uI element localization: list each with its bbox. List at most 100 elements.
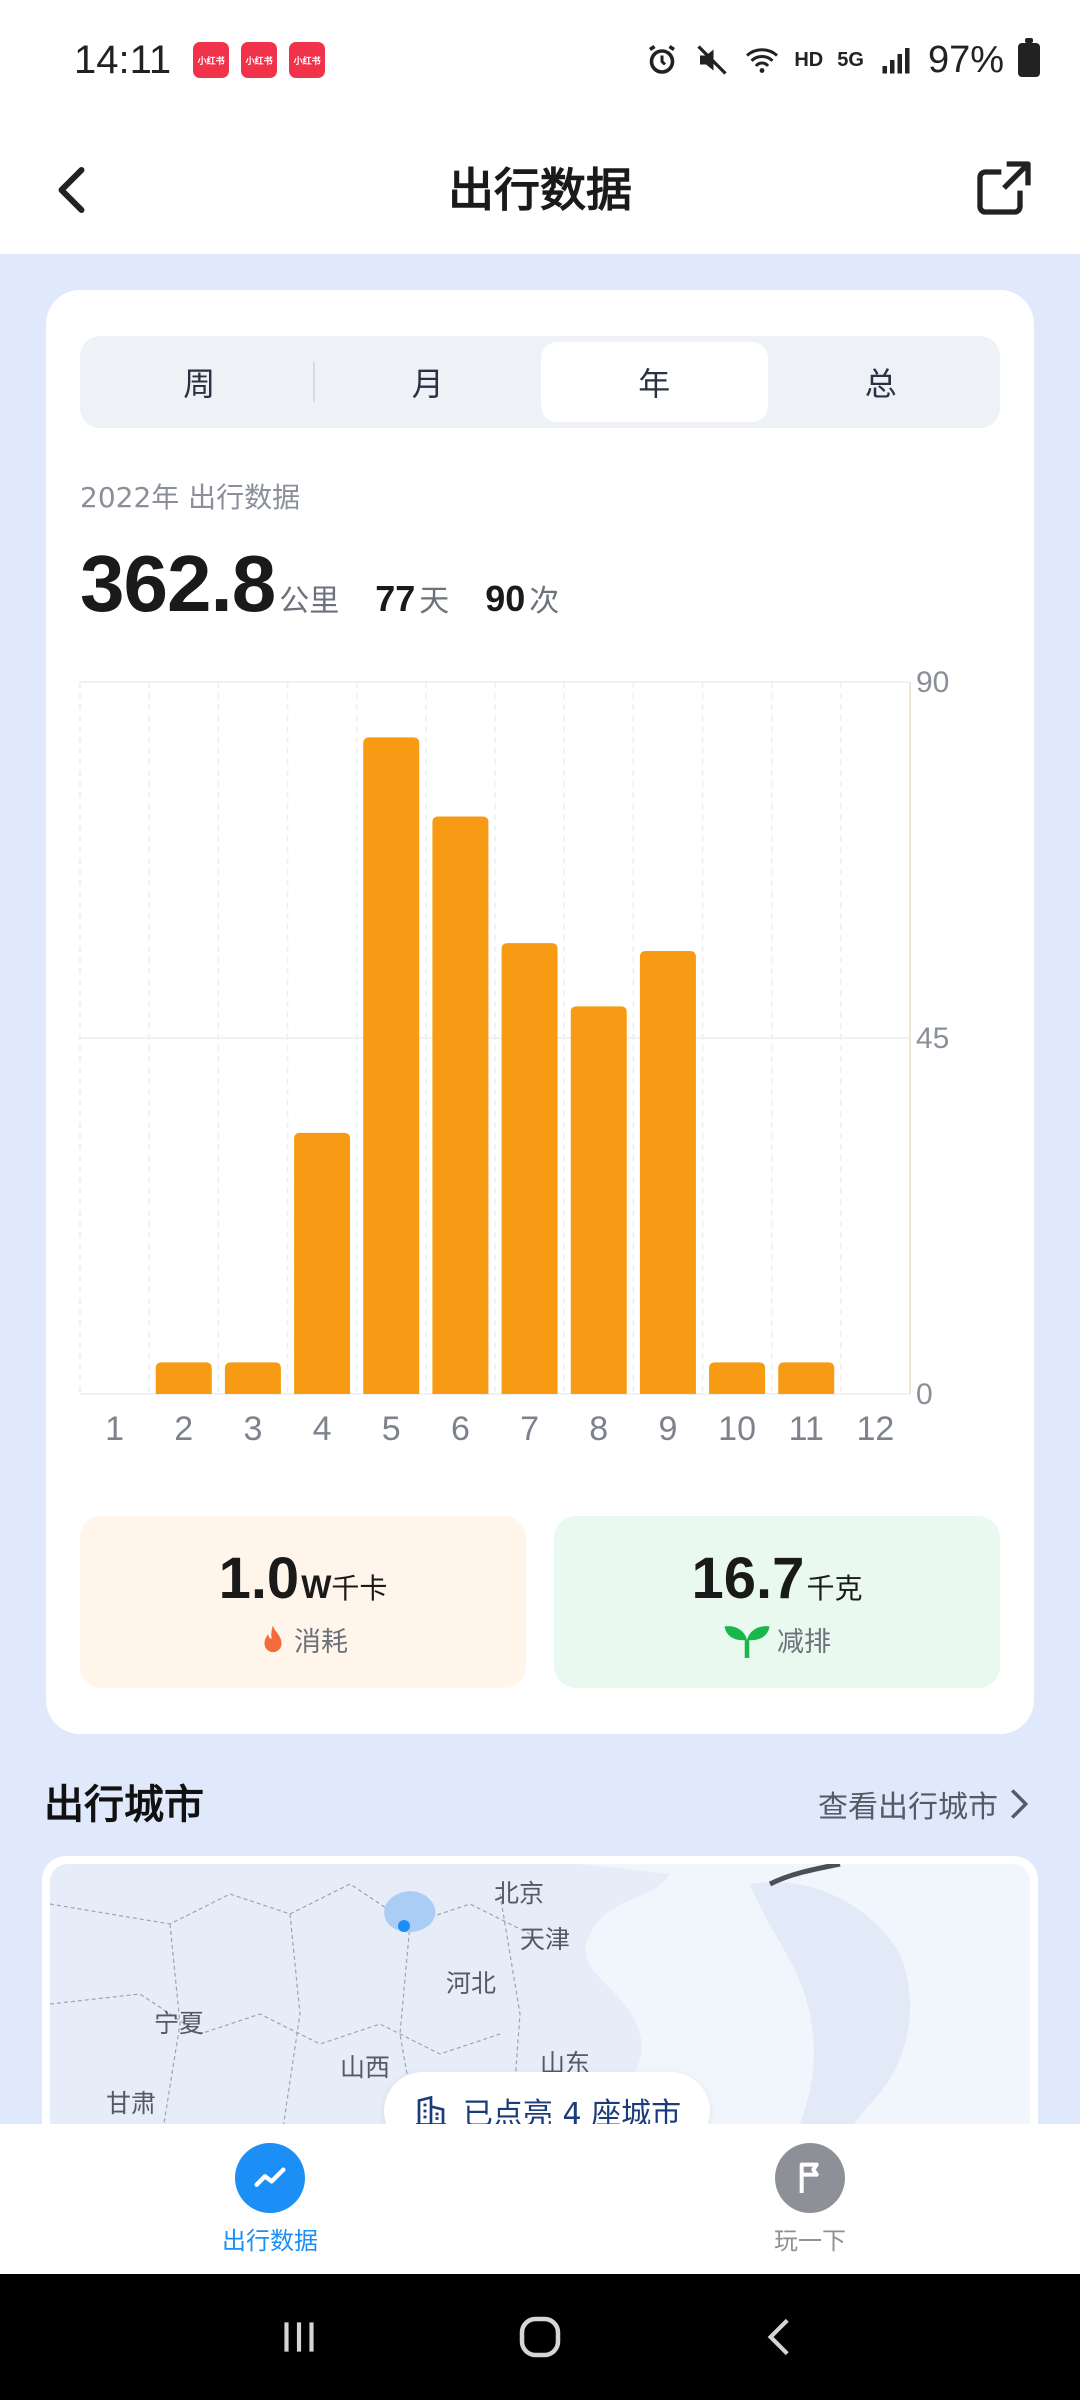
home-icon[interactable] [513,2310,567,2364]
flag-icon [775,2142,845,2213]
map-label-gansu: 甘肃 [106,2089,157,2118]
battery-icon [1018,38,1040,77]
system-back-icon[interactable] [756,2312,806,2362]
xiaohongshu-icon: 小红书 [241,42,278,78]
trips-value: 90 [485,578,526,619]
x-tick-label: 6 [451,1410,470,1448]
bar-month-5[interactable] [363,737,420,1394]
tab-label: 月 [411,365,444,403]
trend-icon [235,2142,305,2213]
distance-value: 362.8 [80,539,276,628]
map-label-beijing: 北京 [494,1879,545,1908]
tab-month[interactable]: 月 [315,342,542,422]
nav-travel-data[interactable]: 出行数据 [0,2124,540,2274]
hd-indicator: HD [794,48,824,71]
notification-icons: 小红书 小红书 小红书 [193,42,326,78]
tab-week[interactable]: 周 [86,342,313,422]
xiaohongshu-icon: 小红书 [193,42,230,78]
calories-unit: W千卡 [301,1567,387,1607]
x-tick-label: 12 [857,1410,895,1448]
nav-play[interactable]: 玩一下 [540,2124,1080,2274]
status-time: 14:11 [74,37,172,82]
wifi-icon [746,48,779,73]
bar-month-4[interactable] [294,1132,351,1394]
x-tick-label: 7 [520,1410,539,1448]
x-tick-label: 3 [243,1410,262,1448]
map-label-shanxi: 山西 [340,2053,391,2082]
battery-percent: 97% [927,38,1004,81]
signal-icon [882,48,910,74]
alarm-icon [649,45,676,74]
bar-month-6[interactable] [432,816,489,1394]
bar-month-11[interactable] [778,1362,835,1394]
days-unit: 天 [419,584,450,619]
back-icon[interactable] [44,160,104,220]
calories-value: 1.0 [218,1546,300,1611]
x-tick-label: 1 [105,1410,124,1448]
x-tick-label: 8 [589,1410,608,1448]
tab-label: 周 [183,365,216,403]
bar-month-10[interactable] [709,1362,766,1394]
map-label-hebei: 河北 [446,1969,497,1998]
x-tick-label: 4 [313,1410,332,1448]
trips-unit: 次 [529,584,560,619]
calories-card: 1.0 W千卡 消耗 [80,1516,526,1688]
summary-subtitle: 2022年 出行数据 [80,481,301,514]
monthly-bar-chart: 90 45 0 1 2 3 4 5 6 7 8 9 10 11 12 [79,666,1030,1462]
y-tick-label: 0 [916,1378,933,1411]
travel-data-card: 周 月 年 总 2022年 出行数据 362.8 公里 77 天 90 次 90… [46,290,1034,1734]
bar-month-2[interactable] [155,1362,212,1394]
x-tick-label: 5 [382,1410,401,1448]
map-label-tianjin: 天津 [520,1925,571,1954]
cities-map-card[interactable]: 北京 天津 河北 宁夏 山西 山东 甘肃 已点亮 4 座城市 [42,1856,1038,2156]
recent-apps-icon[interactable] [274,2312,324,2362]
bar-month-9[interactable] [639,950,696,1394]
map-label-ningxia: 宁夏 [154,2009,205,2038]
calories-unit-prefix: W [301,1569,332,1605]
emission-label: 减排 [777,1627,831,1658]
distance-unit: 公里 [279,584,340,619]
chevron-right-icon [1010,1789,1029,1819]
x-tick-label: 2 [174,1410,193,1448]
bar-month-8[interactable] [570,1006,627,1394]
y-tick-label: 45 [916,1022,949,1055]
bar-month-3[interactable] [224,1362,281,1394]
emission-unit: 千克 [806,1572,863,1605]
tab-total[interactable]: 总 [768,342,995,422]
mute-icon [697,45,728,75]
nav-travel-data-label: 出行数据 [222,2226,318,2255]
nav-play-label: 玩一下 [774,2226,846,2255]
bottom-navigation: 出行数据 玩一下 [0,2124,1080,2274]
y-tick-label: 90 [916,666,949,699]
status-icons: HD 5G 97% [644,38,1040,82]
page-title: 出行数据 [448,163,632,217]
days-value: 77 [375,578,416,619]
calories-unit-text: 千卡 [331,1572,388,1605]
view-cities-link[interactable]: 查看出行城市 [818,1782,1030,1826]
share-icon[interactable] [972,156,1036,220]
sprout-icon [724,1625,770,1658]
bar-month-7[interactable] [501,943,558,1394]
tab-label: 年 [638,365,671,403]
period-tabs: 周 月 年 总 [80,336,1000,428]
tab-year[interactable]: 年 [541,342,768,422]
summary-stats: 362.8 公里 77 天 90 次 [80,538,559,630]
xiaohongshu-icon: 小红书 [289,42,326,78]
x-tick-label: 9 [658,1410,677,1448]
emission-value: 16.7 [691,1546,805,1611]
x-tick-label: 10 [718,1410,756,1448]
tab-divider [312,362,315,402]
emission-card: 16.7 千克 减排 [554,1516,1000,1688]
5g-indicator: 5G [837,48,864,71]
tab-label: 总 [864,365,897,403]
china-map: 北京 天津 河北 宁夏 山西 山东 甘肃 已点亮 4 座城市 [50,1864,1030,2148]
cities-section-title: 出行城市 [44,1782,204,1828]
view-cities-label: 查看出行城市 [818,1790,998,1825]
system-navigation [0,2274,1080,2400]
status-bar: 14:11 小红书 小红书 小红书 HD 5G 97% [0,0,1080,120]
calories-label: 消耗 [294,1627,348,1658]
x-tick-label: 11 [789,1410,824,1448]
app-header: 出行数据 [0,120,1080,254]
flame-icon [264,1624,282,1652]
